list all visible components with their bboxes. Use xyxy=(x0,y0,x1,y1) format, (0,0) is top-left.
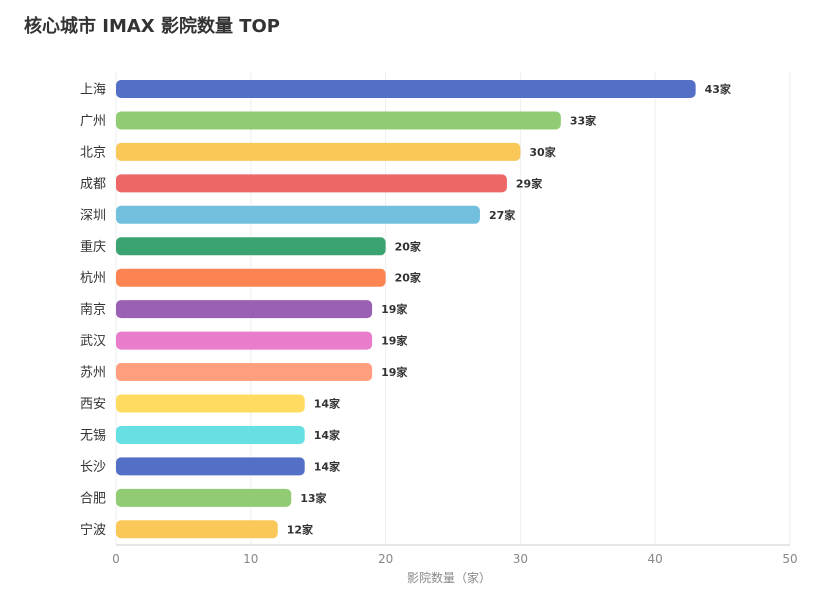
bar-3 xyxy=(116,174,507,193)
chart-title: 核心城市 IMAX 影院数量 TOP xyxy=(24,16,280,37)
category-label-0: 上海 xyxy=(80,83,106,98)
bar-2 xyxy=(116,142,521,161)
category-label-8: 武汉 xyxy=(80,334,106,349)
bar-1 xyxy=(116,111,561,130)
category-label-3: 成都 xyxy=(80,177,106,192)
x-axis-title: 影院数量（家） xyxy=(407,570,491,585)
value-label-0: 43家 xyxy=(705,82,732,96)
value-label-6: 20家 xyxy=(395,271,422,285)
value-label-11: 14家 xyxy=(314,428,341,442)
value-label-8: 19家 xyxy=(381,334,408,348)
bar-0 xyxy=(116,80,696,98)
value-label-12: 14家 xyxy=(314,459,341,473)
x-tick-label-0: 0 xyxy=(112,552,120,566)
category-label-12: 长沙 xyxy=(80,460,106,475)
bar-14 xyxy=(116,520,278,539)
bar-13 xyxy=(116,488,292,507)
x-tick-label-3: 30 xyxy=(513,552,528,566)
x-tick-label-5: 50 xyxy=(782,552,797,566)
value-label-7: 19家 xyxy=(381,302,408,316)
bar-12 xyxy=(116,457,305,476)
value-label-13: 13家 xyxy=(300,491,327,505)
x-tick-label-4: 40 xyxy=(648,552,663,566)
bar-6 xyxy=(116,268,386,287)
value-label-2: 30家 xyxy=(529,145,556,159)
category-label-4: 深圳 xyxy=(80,208,106,223)
value-label-1: 33家 xyxy=(570,113,597,127)
bar-5 xyxy=(116,237,386,256)
bar-8 xyxy=(116,331,373,350)
value-label-14: 12家 xyxy=(287,522,314,536)
bar-7 xyxy=(116,300,373,319)
value-label-5: 20家 xyxy=(395,239,422,253)
x-tick-label-1: 10 xyxy=(243,552,258,566)
category-label-13: 合肥 xyxy=(80,491,106,506)
category-label-10: 西安 xyxy=(80,397,106,412)
bar-10 xyxy=(116,394,305,413)
bar-9 xyxy=(116,363,373,382)
value-label-9: 19家 xyxy=(381,365,408,379)
category-label-6: 杭州 xyxy=(80,271,106,286)
category-label-9: 苏州 xyxy=(80,365,106,381)
category-label-5: 重庆 xyxy=(80,239,106,255)
category-label-7: 南京 xyxy=(80,302,106,318)
category-label-1: 广州 xyxy=(80,114,106,129)
bar-11 xyxy=(116,425,305,444)
category-label-14: 宁波 xyxy=(80,522,106,538)
value-label-10: 14家 xyxy=(314,397,341,411)
category-label-2: 北京 xyxy=(80,145,106,160)
x-tick-label-2: 20 xyxy=(378,552,393,566)
value-label-3: 29家 xyxy=(516,176,543,190)
value-label-4: 27家 xyxy=(489,208,516,222)
category-label-11: 无锡 xyxy=(80,428,106,443)
bar-4 xyxy=(116,205,480,224)
